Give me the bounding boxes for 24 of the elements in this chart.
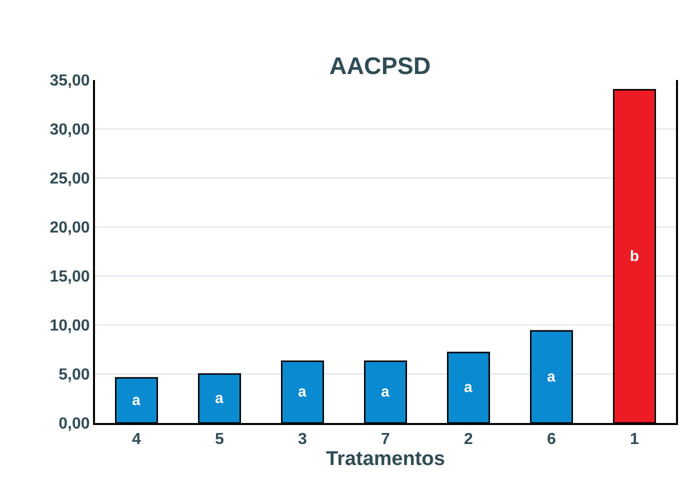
x-tick-label: 4	[132, 431, 142, 448]
y-tick-label: 30,00	[50, 122, 90, 139]
chart-title: AACPSD	[329, 53, 431, 80]
y-tick-label: 10,00	[50, 318, 90, 335]
y-tick-label: 0,00	[58, 416, 90, 433]
x-tick-label: 5	[215, 431, 224, 448]
y-tick-label: 15,00	[50, 268, 90, 286]
y-tick-label: 35,00	[50, 72, 90, 90]
data-label: a	[215, 390, 224, 407]
data-label: a	[132, 392, 141, 409]
y-tick-label: 5,00	[58, 366, 90, 384]
data-label: a	[547, 368, 556, 386]
x-axis-title: Tratamentos	[326, 448, 445, 470]
data-label: a	[381, 384, 390, 401]
y-tick-label: 20,00	[50, 220, 90, 237]
x-tick-label: 2	[464, 431, 474, 448]
data-label: b	[630, 248, 640, 265]
y-tick-label: 25,00	[50, 170, 90, 188]
x-tick-label: 7	[381, 431, 390, 448]
data-label: a	[464, 379, 473, 396]
x-tick-label: 1	[630, 431, 640, 448]
x-tick-label: 6	[547, 431, 556, 448]
data-label: a	[298, 384, 307, 401]
x-tick-label: 3	[298, 431, 308, 448]
